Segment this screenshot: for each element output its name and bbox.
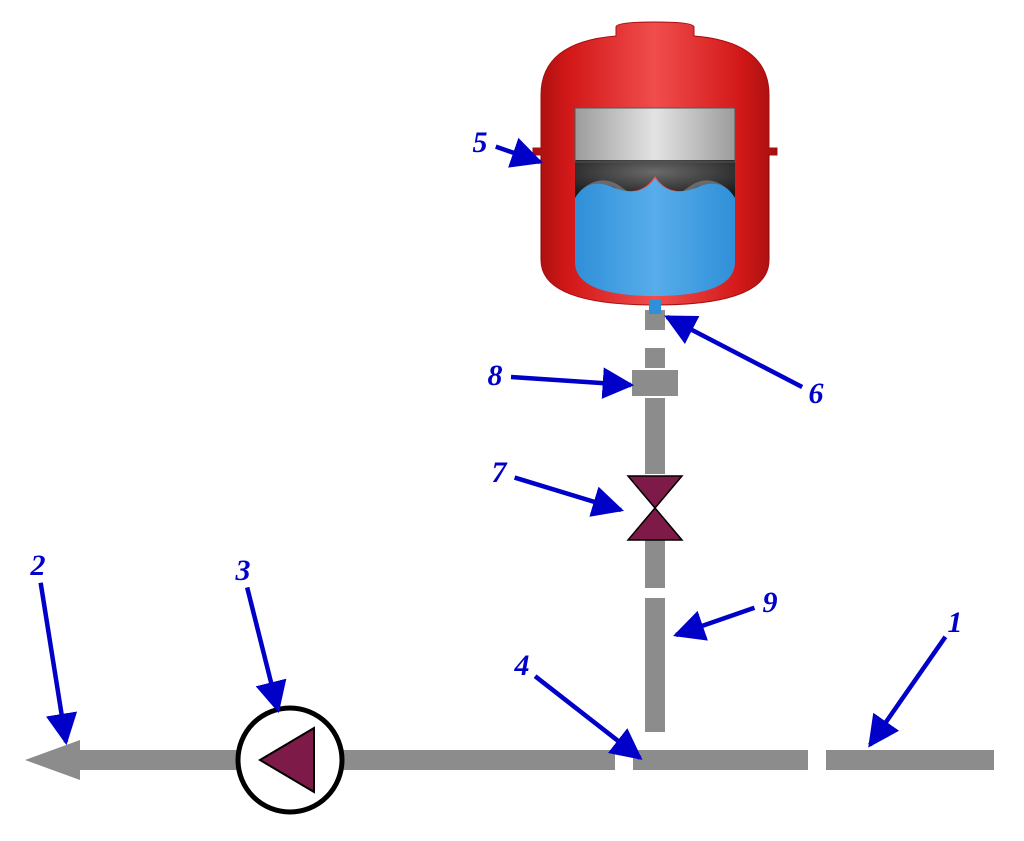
callout-arrow-l4	[535, 676, 640, 758]
pipe-main-mid	[633, 750, 808, 770]
pipe-vertical-mid2	[645, 398, 665, 474]
callout-arrow-l2	[41, 583, 66, 742]
callouts: 1 2 3 4 5 6 7 8 9	[30, 126, 963, 758]
callout-label-l4: 4	[514, 649, 530, 682]
callout-label-l1: 1	[948, 606, 963, 639]
callout-arrow-l6	[667, 317, 802, 387]
shutoff-valve	[628, 476, 682, 540]
pipe-vertical-lower	[645, 598, 665, 732]
flange-coupling	[632, 370, 678, 396]
callout-label-l7: 7	[492, 456, 508, 489]
pump	[238, 708, 342, 812]
callout-arrow-l1	[870, 637, 945, 745]
pipe-vertical-mid3	[645, 540, 665, 588]
callout-arrow-l3	[247, 587, 278, 710]
callout-arrow-l9	[676, 608, 754, 635]
callout-label-l6: 6	[809, 377, 824, 410]
flow-arrow-left	[25, 740, 80, 780]
tank-nipple	[649, 300, 661, 314]
pipe-vertical-mid1	[645, 348, 665, 368]
callout-label-l5: 5	[473, 126, 488, 159]
pipe-main-right	[826, 750, 994, 770]
callout-arrow-l7	[515, 478, 621, 510]
callout-label-l8: 8	[488, 359, 503, 392]
pipe-network	[25, 310, 994, 780]
callout-label-l2: 2	[30, 549, 46, 582]
callout-label-l3: 3	[235, 554, 251, 587]
callout-label-l9: 9	[763, 586, 778, 619]
expansion-tank	[533, 22, 777, 314]
tank-air-chamber	[575, 108, 735, 162]
tank-water	[575, 178, 735, 296]
callout-arrow-l8	[511, 377, 631, 385]
